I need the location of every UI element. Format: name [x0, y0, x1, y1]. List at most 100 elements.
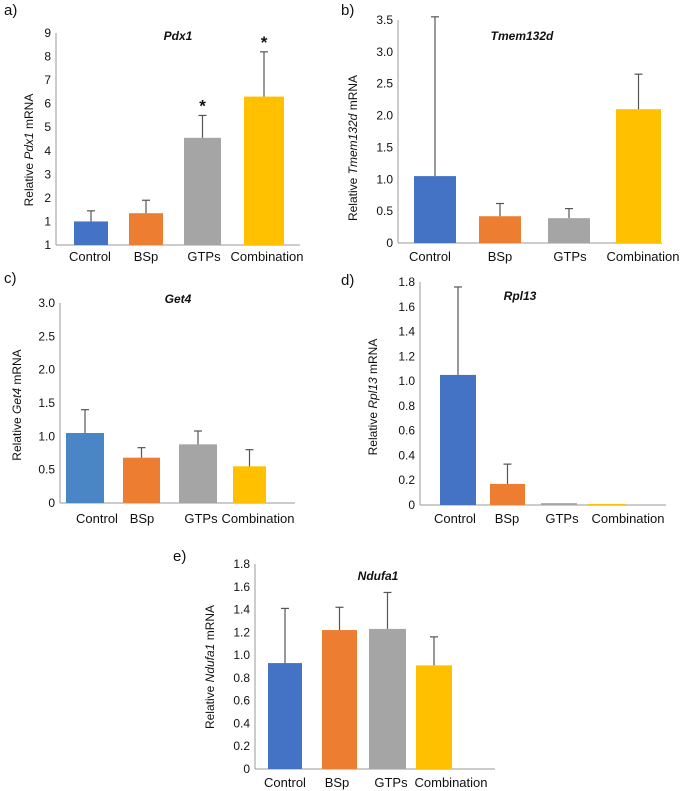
x-category-label: Combination — [415, 775, 488, 790]
panel-d: d) Rpl13 0 0.2 0.4 0.6 0.8 1.0 1.2 1.4 1.6 1.8 Relat… — [341, 272, 666, 526]
y-axis-label-post: mRNA — [346, 75, 360, 114]
y-tick-label: 9 — [44, 26, 51, 40]
y-axis-label-gene: Pdx1 — [22, 132, 36, 159]
bar-combination — [588, 504, 626, 505]
bar-gtps — [541, 503, 577, 505]
x-category-label: Control — [409, 249, 451, 264]
y-tick-label: 3.5 — [376, 13, 393, 27]
x-category-label: BSp — [134, 249, 159, 264]
y-tick-label: 8 — [44, 50, 51, 64]
x-category-label: GTPs — [553, 249, 587, 264]
y-tick-label: 3.0 — [376, 45, 393, 59]
bar-bsp — [490, 483, 525, 505]
panel-b: b) Tmem132d 0 0.5 1.0 1.5 2.0 2.5 3.0 3.5 Relative… — [341, 2, 680, 264]
panel-e: e) Ndufa1 0 0.2 0.4 0.6 0.8 1.0 1.2 1.4 1.6 1.8 Rela… — [173, 548, 495, 790]
x-category-label: Combination — [607, 249, 680, 264]
y-axis-label-post: mRNA — [203, 605, 217, 644]
y-tick-label: 3 — [44, 167, 51, 181]
bar-bsp — [123, 457, 160, 503]
y-tick-label: 1.8 — [398, 275, 415, 289]
x-category-label: BSp — [130, 511, 155, 526]
x-category-label: GTPs — [184, 511, 218, 526]
y-tick-label: 2.0 — [38, 363, 55, 377]
y-tick-label: 0.4 — [233, 716, 250, 730]
y-tick-label: 1.0 — [398, 374, 415, 388]
y-axis-label: Relative Ndufa1 mRNA — [203, 605, 217, 729]
significance-marker: * — [199, 96, 206, 115]
y-tick-label: 0.5 — [376, 204, 393, 218]
y-tick-label: 1.6 — [398, 300, 415, 314]
y-tick-label: 0.5 — [38, 463, 55, 477]
bar-combination — [416, 665, 452, 769]
panel-a: a) Pdx1 1 1 2 3 4 5 6 7 8 9 Relative Pdx1 mRNA Contro… — [4, 2, 304, 264]
y-axis-label-gene: Ndufa1 — [203, 644, 217, 683]
y-tick-label: 2.5 — [376, 77, 393, 91]
y-tick-label: 2.5 — [38, 329, 55, 343]
panel-letter: a) — [4, 2, 17, 19]
bar-control — [66, 433, 104, 503]
bar-control — [268, 663, 302, 769]
bar-combination — [233, 466, 266, 503]
y-tick-label: 1.5 — [376, 140, 393, 154]
y-tick-label: 1.4 — [398, 325, 415, 339]
y-tick-label: 5 — [44, 120, 51, 134]
bar-control — [440, 374, 476, 505]
panel-letter: e) — [173, 548, 186, 565]
panel-letter: b) — [341, 2, 354, 19]
y-axis-label-pre: Relative — [346, 174, 360, 221]
y-tick-label: 1.8 — [233, 557, 250, 571]
y-axis-label: Relative Rpl13 mRNA — [366, 339, 380, 456]
x-category-label: Control — [434, 511, 476, 526]
y-axis-label-post: mRNA — [22, 94, 36, 133]
bar-bsp — [129, 213, 163, 245]
panel-letter: c) — [4, 270, 17, 287]
y-tick-label: 0.8 — [233, 671, 250, 685]
y-axis-label-pre: Relative — [366, 409, 380, 456]
y-tick-label: 1.2 — [398, 349, 415, 363]
bar-gtps — [369, 628, 406, 769]
x-category-label: BSp — [488, 249, 513, 264]
y-tick-label: 0.6 — [398, 424, 415, 438]
y-tick-label: 0 — [243, 762, 250, 776]
y-tick-label: 1.0 — [38, 429, 55, 443]
y-tick-label: 4 — [44, 144, 51, 158]
panel-letter: d) — [341, 272, 354, 289]
x-category-label: BSp — [495, 511, 520, 526]
panel-c: c) Get4 0 0.5 1.0 1.5 2.0 2.5 3.0 Relative Get4 m… — [4, 270, 295, 526]
y-tick-label: 0 — [386, 236, 393, 250]
y-axis-label-gene: Get4 — [10, 388, 24, 414]
y-tick-label: 6 — [44, 97, 51, 111]
x-category-label: GTPs — [187, 249, 221, 264]
y-axis-label-pre: Relative — [22, 160, 36, 207]
y-tick-label: 7 — [44, 73, 51, 87]
x-category-label: Control — [76, 511, 118, 526]
significance-marker: * — [261, 33, 268, 52]
y-tick-label: 1.0 — [376, 172, 393, 186]
chart-title: Ndufa1 — [358, 569, 399, 583]
x-category-label: Control — [69, 249, 111, 264]
bar-combination — [616, 109, 661, 243]
y-axis-label-gene: Rpl13 — [366, 377, 380, 409]
x-category-label: Combination — [231, 249, 304, 264]
chart-title: Tmem132d — [491, 29, 554, 43]
y-tick-label: 0 — [408, 498, 415, 512]
y-tick-label: 1 — [44, 238, 51, 252]
y-tick-label: 1.2 — [233, 625, 250, 639]
chart-title: Pdx1 — [164, 29, 193, 43]
x-category-label: GTPs — [374, 775, 408, 790]
bar-bsp — [479, 216, 521, 243]
bar-gtps — [184, 137, 221, 245]
y-axis-label-pre: Relative — [203, 682, 217, 729]
y-axis-label-post: mRNA — [10, 349, 24, 388]
y-axis-label: Relative Get4 mRNA — [10, 349, 24, 460]
bar-bsp — [322, 630, 357, 769]
y-tick-label: 0.8 — [398, 399, 415, 413]
x-category-label: GTPs — [545, 511, 579, 526]
y-axis-label-pre: Relative — [10, 414, 24, 461]
x-category-label: Combination — [222, 511, 295, 526]
x-category-label: BSp — [325, 775, 350, 790]
bar-gtps — [548, 218, 590, 243]
y-tick-label: 2 — [44, 191, 51, 205]
y-tick-label: 0 — [48, 496, 55, 510]
